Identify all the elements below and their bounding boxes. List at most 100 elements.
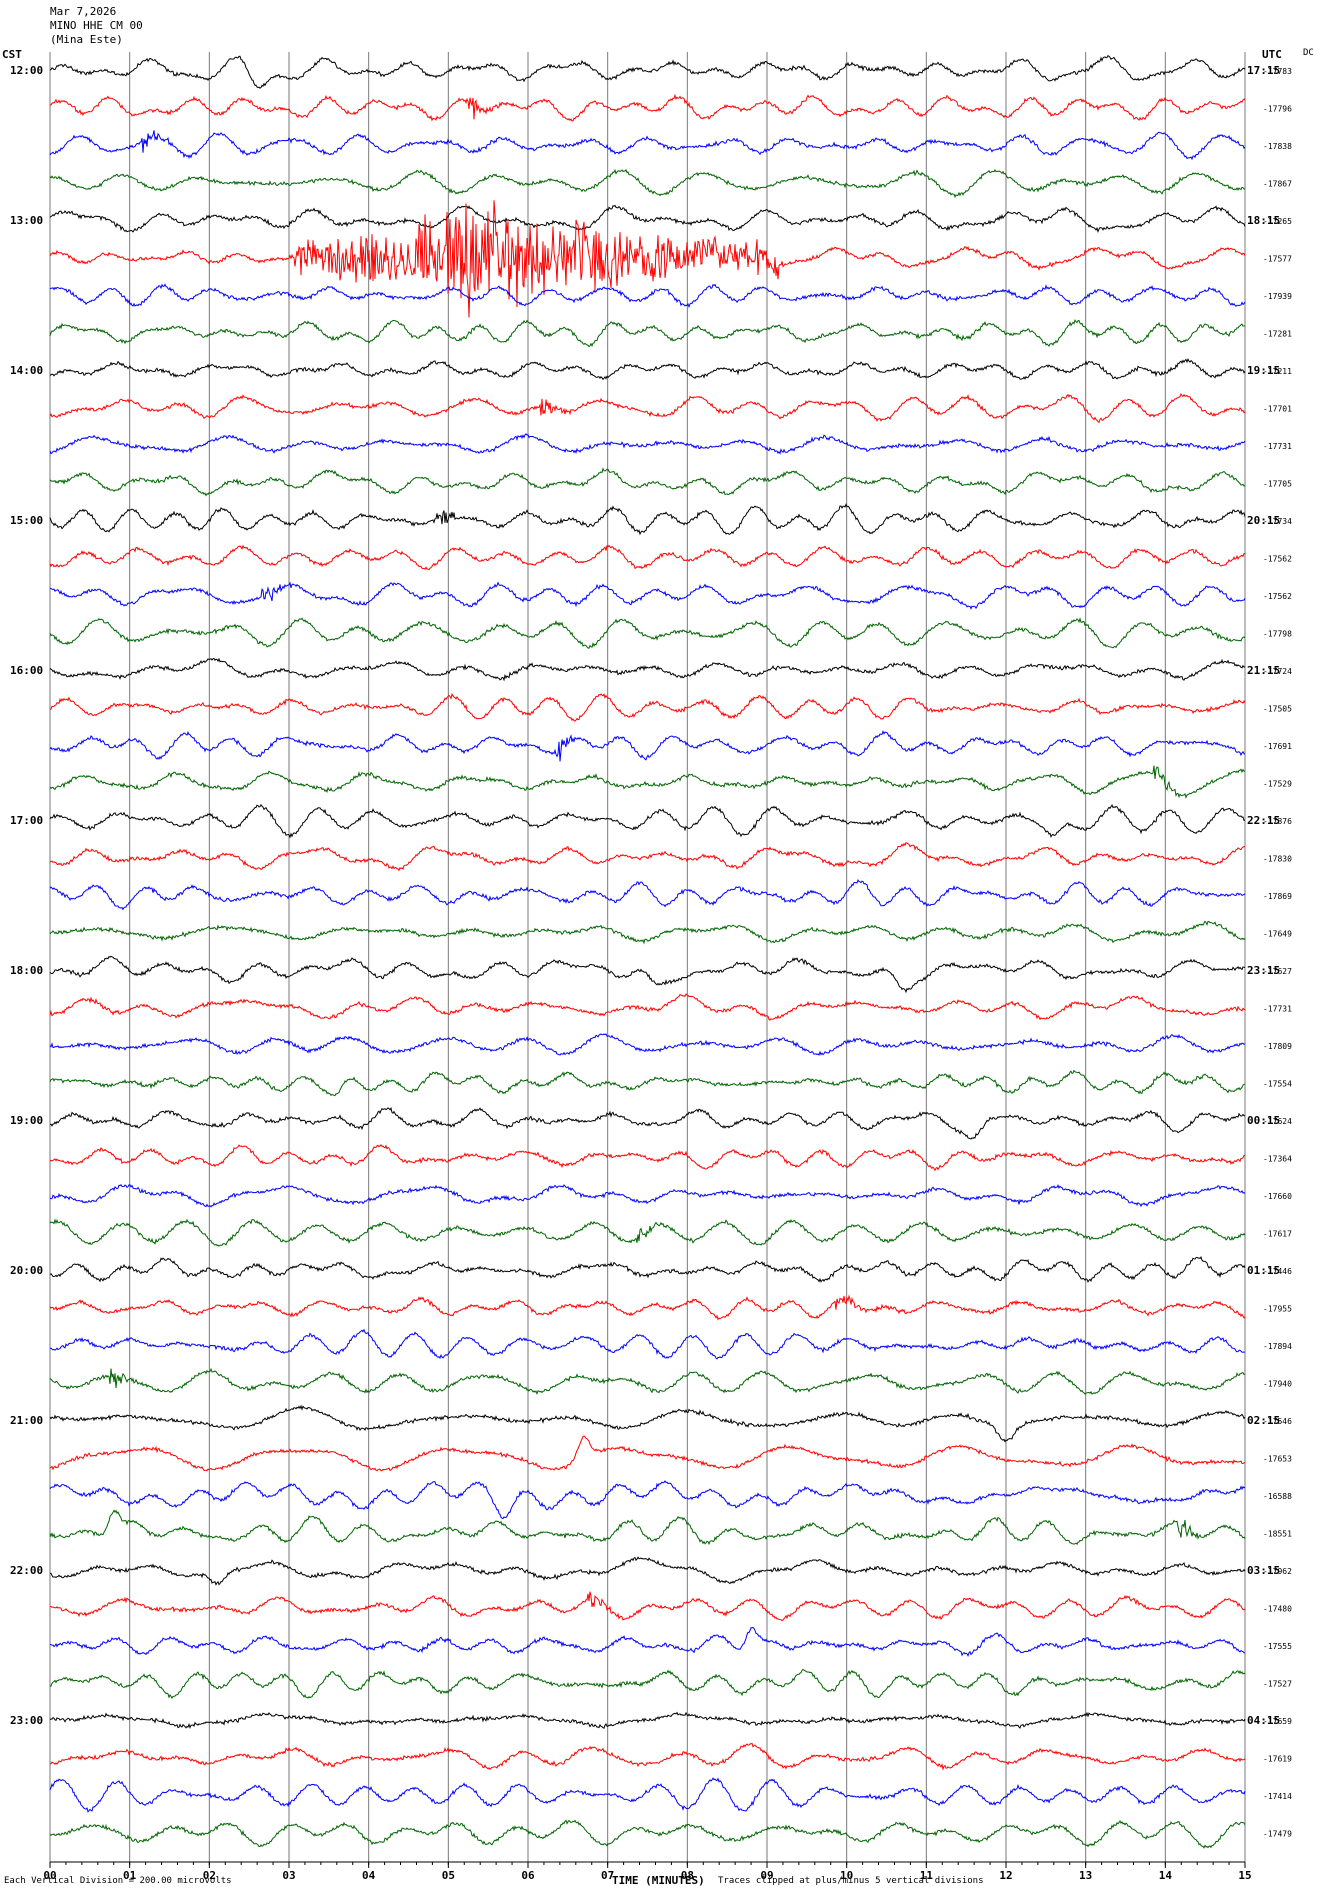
- trace-line-29: [49, 1143, 1246, 1172]
- dc-offset-label-34: -17894: [1263, 1342, 1292, 1351]
- trace-line-30: [49, 1184, 1246, 1208]
- right-hour-label-5: 22:15: [1247, 814, 1280, 827]
- dc-offset-label-44: -17659: [1263, 1717, 1292, 1726]
- left-hour-label-0: 12:00: [10, 64, 43, 77]
- right-hour-label-4: 21:15: [1247, 664, 1280, 677]
- trace-line-16: [49, 657, 1246, 682]
- dc-offset-label-33: -17955: [1263, 1305, 1292, 1314]
- trace-line-39: [49, 1509, 1246, 1546]
- trace-line-47: [49, 1819, 1246, 1849]
- dc-offset-label-20: -17376: [1263, 817, 1292, 826]
- dc-offset-label-43: -17527: [1263, 1680, 1292, 1689]
- x-tick-label-06: 06: [521, 1869, 535, 1882]
- dc-offset-label-38: -16588: [1263, 1492, 1292, 1501]
- trace-line-14: [49, 581, 1246, 610]
- dc-offset-label-11: -17705: [1263, 480, 1292, 489]
- x-tick-label-01: 01: [123, 1869, 137, 1882]
- right-hour-label-1: 18:15: [1247, 214, 1280, 227]
- dc-offset-label-7: -17281: [1263, 330, 1292, 339]
- trace-line-45: [49, 1742, 1246, 1771]
- trace-line-44: [49, 1711, 1246, 1730]
- left-timezone-label: CST: [2, 48, 22, 61]
- dc-offset-label-24: -17627: [1263, 967, 1292, 976]
- trace-line-41: [49, 1591, 1246, 1622]
- x-tick-label-05: 05: [442, 1869, 455, 1882]
- trace-line-21: [49, 841, 1245, 872]
- dc-offset-label-42: -17555: [1263, 1642, 1292, 1651]
- trace-line-12: [49, 503, 1246, 536]
- dc-offset-label-4: -17265: [1263, 217, 1292, 226]
- dc-offset-label-41: -17480: [1263, 1605, 1292, 1614]
- right-timezone-label: UTC: [1262, 48, 1282, 61]
- dc-offset-label-17: -17505: [1263, 705, 1292, 714]
- trace-group: [49, 55, 1246, 1849]
- trace-line-11: [49, 467, 1246, 497]
- dc-offset-label-28: -17624: [1263, 1117, 1292, 1126]
- trace-line-1: [49, 93, 1246, 122]
- x-tick-label-15: 15: [1238, 1869, 1251, 1882]
- trace-line-22: [49, 878, 1246, 911]
- dc-offset-label-45: -17619: [1263, 1755, 1292, 1764]
- trace-line-25: [49, 993, 1246, 1021]
- left-hour-label-5: 17:00: [10, 814, 43, 827]
- left-hour-label-1: 13:00: [10, 214, 43, 227]
- dc-offset-label-8: -17211: [1263, 367, 1292, 376]
- left-hour-label-7: 19:00: [10, 1114, 43, 1127]
- label-group: 00 01 02 03 04 05 06 07 08 09 10 11 12 13 14 15 -17783 12…: [10, 64, 1292, 1882]
- trace-line-18: [49, 730, 1246, 762]
- x-tick-label-09: 09: [760, 1869, 773, 1882]
- trace-line-35: [49, 1367, 1245, 1396]
- trace-line-9: [49, 392, 1246, 424]
- dc-offset-label-21: -17830: [1263, 855, 1292, 864]
- x-tick-label-04: 04: [362, 1869, 376, 1882]
- trace-line-7: [49, 319, 1246, 348]
- dc-offset-label-19: -17529: [1263, 780, 1292, 789]
- right-hour-label-6: 23:15: [1247, 964, 1280, 977]
- trace-line-34: [49, 1328, 1246, 1360]
- trace-line-3: [49, 168, 1246, 199]
- dc-offset-label-6: -17939: [1263, 292, 1292, 301]
- trace-line-33: [49, 1294, 1246, 1321]
- dc-offset-label-37: -17653: [1263, 1455, 1292, 1464]
- x-tick-label-07: 07: [601, 1869, 614, 1882]
- trace-line-4: [49, 204, 1246, 233]
- trace-line-42: [49, 1626, 1246, 1657]
- dc-offset-label-0: -17783: [1263, 67, 1292, 76]
- right-hour-label-3: 20:15: [1247, 514, 1280, 527]
- trace-line-19: [49, 765, 1246, 799]
- dc-offset-label-14: -17562: [1263, 592, 1292, 601]
- trace-line-13: [49, 544, 1246, 571]
- x-tick-label-00: 00: [43, 1869, 56, 1882]
- dc-offset-label-25: -17731: [1263, 1005, 1292, 1014]
- left-hour-label-6: 18:00: [10, 964, 43, 977]
- trace-line-5: [49, 200, 1246, 318]
- dc-offset-label-30: -17660: [1263, 1192, 1292, 1201]
- x-tick-label-10: 10: [840, 1869, 853, 1882]
- dc-offset-label-10: -17731: [1263, 442, 1292, 451]
- trace-line-38: [49, 1480, 1246, 1520]
- dc-offset-label-2: -17838: [1263, 142, 1292, 151]
- dc-offset-label-46: -17414: [1263, 1792, 1292, 1801]
- trace-line-40: [49, 1556, 1246, 1586]
- left-hour-label-10: 22:00: [10, 1564, 43, 1577]
- trace-line-2: [49, 130, 1246, 161]
- dc-offset-label-31: -17617: [1263, 1230, 1292, 1239]
- dc-offset-label-40: -17962: [1263, 1567, 1292, 1576]
- right-hour-label-8: 01:15: [1247, 1264, 1280, 1277]
- left-hour-label-9: 21:00: [10, 1414, 43, 1427]
- dc-offset-label-15: -17798: [1263, 630, 1292, 639]
- trace-line-36: [49, 1404, 1246, 1443]
- trace-line-24: [49, 955, 1246, 994]
- trace-line-10: [49, 433, 1246, 455]
- right-hour-label-0: 17:15: [1247, 64, 1280, 77]
- right-hour-label-7: 00:15: [1247, 1114, 1280, 1127]
- x-tick-label-13: 13: [1079, 1869, 1092, 1882]
- minute-gridlines: [49, 52, 1246, 1868]
- clip-note: Traces clipped at plus/minus 5 vertical …: [718, 1876, 984, 1886]
- site-label: (Mina Este): [50, 33, 123, 46]
- x-tick-label-14: 14: [1159, 1869, 1173, 1882]
- x-tick-label-03: 03: [282, 1869, 295, 1882]
- left-hour-label-11: 23:00: [10, 1714, 43, 1727]
- dc-offset-label-35: -17940: [1263, 1380, 1292, 1389]
- left-hour-label-4: 16:00: [10, 664, 43, 677]
